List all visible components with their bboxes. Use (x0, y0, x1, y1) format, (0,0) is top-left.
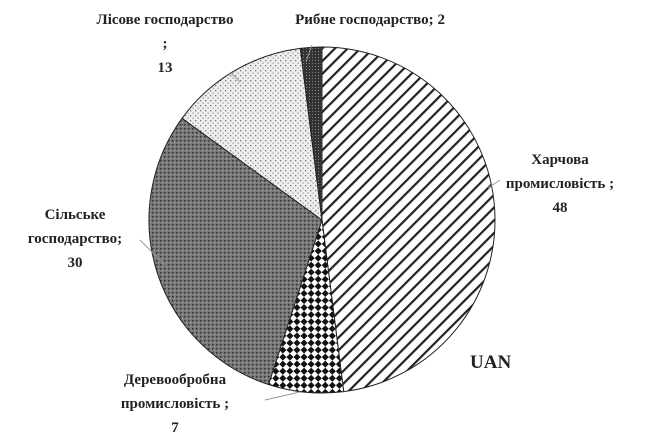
value-label: 13 (157, 60, 173, 76)
slice-label: Деревообробна промисловість ; 7 (90, 368, 260, 440)
leader-line (229, 71, 241, 83)
pie-slice (181, 47, 323, 222)
category-label: Лісове господарство ; (96, 12, 234, 52)
pie-slice (321, 46, 496, 393)
pie (148, 46, 496, 394)
leaders (139, 44, 501, 401)
value-label: 2 (437, 12, 445, 28)
category-label: Сільське господарство; (27, 207, 123, 247)
value-label: 48 (552, 200, 568, 216)
category-label: Рибне господарство; (295, 12, 434, 28)
slice-label: Рибне господарство; 2 (290, 8, 450, 32)
category-label: Харчова промисловість ; (505, 152, 615, 192)
slice-label: Сільське господарство; 30 (0, 203, 150, 275)
leader-line (305, 44, 313, 63)
leader-line (139, 239, 166, 266)
value-label: 7 (171, 420, 179, 436)
leader-line (264, 391, 301, 401)
pie-slice (148, 117, 323, 386)
leader-line (487, 179, 501, 189)
slice-label: Лісове господарство ; 13 (95, 8, 235, 80)
slice-label: Харчова промисловість ; 48 (500, 148, 620, 220)
value-label: 30 (67, 255, 83, 271)
category-label: Деревообробна промисловість ; (120, 372, 230, 412)
annotation: UAN (470, 352, 512, 373)
